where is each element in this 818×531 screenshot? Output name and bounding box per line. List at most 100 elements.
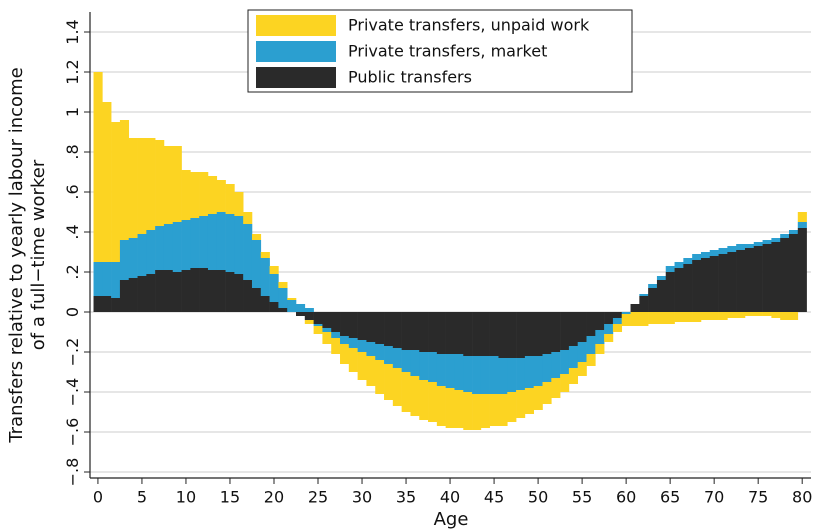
bar-segment <box>119 240 130 280</box>
bar-segment <box>260 258 270 296</box>
bar-segment <box>410 312 420 350</box>
bar-segment <box>287 300 297 312</box>
bar-segment <box>357 352 367 380</box>
x-tick-label: 70 <box>704 488 724 507</box>
bar-segment <box>507 312 517 358</box>
bar-segment <box>199 268 209 312</box>
bar-segment <box>656 280 667 312</box>
bar-segment <box>648 288 658 312</box>
bar-segment <box>331 332 341 338</box>
bar-segment <box>692 260 702 312</box>
bar-segment <box>533 312 543 356</box>
bar-segment <box>753 312 763 316</box>
bar-segment <box>753 242 763 246</box>
bar-segment <box>428 382 438 422</box>
bar-segment <box>683 264 693 312</box>
bar-segment <box>542 382 552 404</box>
x-tick-label: 55 <box>572 488 592 507</box>
bar-segment <box>111 122 121 262</box>
bar-segment <box>207 176 218 214</box>
bar-segment <box>700 252 711 258</box>
bar-segment <box>278 308 288 312</box>
bar-segment <box>516 390 526 418</box>
bar-segment <box>428 352 438 382</box>
bar-segment <box>797 222 807 228</box>
bar-segment <box>560 312 570 350</box>
x-tick-label: 75 <box>748 488 768 507</box>
x-tick-label: 50 <box>528 488 548 507</box>
bar-segment <box>516 358 526 390</box>
bar-segment <box>296 312 306 316</box>
bar-segment <box>718 254 728 312</box>
bar-segment <box>269 266 279 274</box>
bar-segment <box>665 312 675 324</box>
bar-segment <box>665 266 675 272</box>
bar-segment <box>401 350 411 372</box>
bar-segment <box>419 352 429 380</box>
bar-segment <box>128 278 138 312</box>
bar-segment <box>683 312 693 322</box>
bar-segment <box>612 312 623 318</box>
y-tick-label: −.4 <box>63 378 82 407</box>
bar-segment <box>225 272 235 312</box>
bar-segment <box>146 138 156 230</box>
bar-segment <box>577 312 587 342</box>
bar-segment <box>454 390 464 428</box>
bar-segment <box>445 312 455 354</box>
bar-segment <box>604 334 614 342</box>
bar-segment <box>172 146 182 222</box>
bar-segment <box>524 312 534 356</box>
bar-segment <box>111 298 121 312</box>
bar-segment <box>560 374 570 392</box>
bar-segment <box>727 312 737 318</box>
bar-segment <box>744 312 755 316</box>
bar-segment <box>771 312 781 318</box>
bar-segment <box>524 356 534 388</box>
bar-segment <box>551 378 561 398</box>
y-axis-label: Transfers relative to yearly labour inco… <box>6 67 27 443</box>
bar-segment <box>190 172 200 218</box>
bar-segment <box>709 250 719 256</box>
x-tick-label: 45 <box>484 488 504 507</box>
bar-segment <box>542 312 552 354</box>
bar-segment <box>692 254 702 260</box>
bar-segment <box>436 312 446 354</box>
bar-segment <box>797 228 807 312</box>
bar-segment <box>480 312 490 356</box>
bar-segment <box>586 312 596 336</box>
bar-segment <box>155 270 165 312</box>
bar-segment <box>278 288 288 308</box>
bar-segment <box>709 312 719 320</box>
bar-segment <box>137 276 147 312</box>
bar-segment <box>260 252 270 258</box>
bar-segment <box>269 274 279 302</box>
bar-segment <box>137 138 147 234</box>
bar-segment <box>163 146 174 224</box>
bar-segment <box>533 356 543 386</box>
bar-segment <box>146 274 156 312</box>
bar-segment <box>419 312 429 352</box>
bar-segment <box>788 234 799 312</box>
bar-segment <box>392 348 402 368</box>
x-tick-label: 60 <box>616 488 636 507</box>
bar-segment <box>234 274 244 312</box>
bar-segment <box>199 172 209 216</box>
bar-segment <box>630 304 640 312</box>
bar-segment <box>753 246 763 312</box>
bar-segment <box>454 312 464 354</box>
bar-segment <box>225 214 235 272</box>
bar-segment <box>243 280 253 312</box>
bar-segment <box>181 170 191 220</box>
bar-segment <box>736 244 746 250</box>
bar-segment <box>674 262 684 268</box>
bar-segment <box>93 262 103 296</box>
y-tick-label: 1.2 <box>63 59 82 84</box>
x-tick-label: 30 <box>352 488 372 507</box>
bar-segment <box>472 356 482 394</box>
bar-segment <box>357 312 367 340</box>
bar-segment <box>163 270 174 312</box>
bar-segment <box>762 244 772 312</box>
bar-segment <box>472 394 482 430</box>
bar-segment <box>621 312 631 314</box>
